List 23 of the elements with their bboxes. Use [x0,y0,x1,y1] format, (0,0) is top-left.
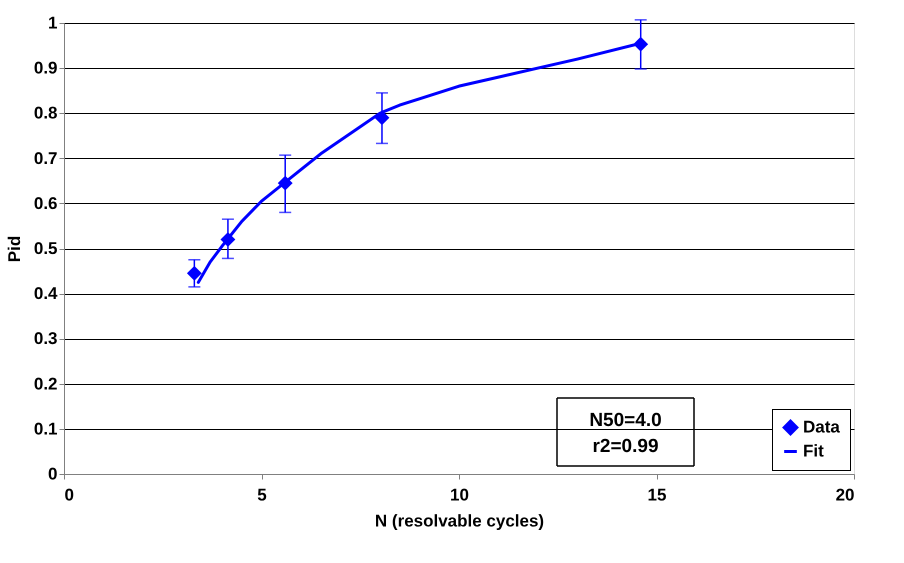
y-tick-label: 0 [48,464,58,484]
y-axis-title: Pid [4,236,24,262]
y-tick-label: 0.9 [34,58,58,78]
legend-label: Fit [803,442,824,460]
x-tick-label: 15 [648,486,666,504]
x-tick-label: 20 [836,486,854,504]
y-tick-label: 0.1 [34,419,58,438]
annotation: r2=0.99 [592,436,659,457]
y-tick-label: 0.2 [34,374,58,394]
y-tick-label: 0.8 [34,104,58,123]
y-tick-label: 0.4 [34,284,58,304]
y-tick-label: 0.3 [34,329,58,348]
y-tick-label: 0.6 [34,194,58,213]
point [186,266,202,281]
x-tick-label: 0 [64,486,74,504]
y-tick-label: 1 [48,14,58,32]
legend-label: Data [803,418,840,436]
y-tick-label: 0.5 [34,239,58,258]
annotation: N50=4.0 [589,410,662,431]
x-axis-title: N (resolvable cycles) [374,512,544,530]
y-tick-label: 0.7 [34,148,58,168]
x-tick-label: 10 [450,486,469,504]
x-tick-label: 5 [257,486,267,504]
